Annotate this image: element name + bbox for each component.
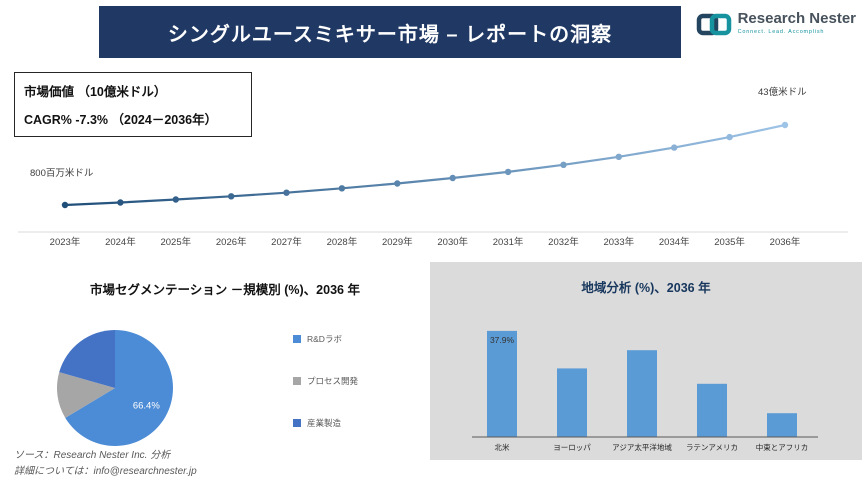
legend-swatch-process-dev [293, 377, 301, 385]
svg-text:2027年: 2027年 [271, 236, 302, 248]
svg-text:2035年: 2035年 [714, 236, 745, 248]
svg-text:2028年: 2028年 [327, 236, 358, 248]
svg-text:2030年: 2030年 [437, 236, 468, 248]
segmentation-pie-chart: 66.4% [56, 330, 173, 446]
svg-text:ヨーロッパ: ヨーロッパ [553, 443, 591, 452]
legend-item-process-dev: プロセス開発 [293, 375, 358, 387]
line-chart-start-label: 800百万米ドル [30, 168, 94, 179]
svg-text:2029年: 2029年 [382, 236, 413, 248]
svg-text:2034年: 2034年 [659, 236, 690, 248]
page-title: シングルユースミキサー市場 – レポートの洞察 [99, 6, 681, 58]
svg-text:北米: 北米 [495, 442, 510, 452]
line-chart-end-label: 43億米ドル [758, 87, 807, 98]
legend-swatch-rd-lab [293, 335, 301, 343]
svg-text:2026年: 2026年 [216, 236, 247, 248]
research-nester-logo-icon [696, 13, 731, 36]
legend-label-process-dev: プロセス開発 [307, 376, 359, 386]
market-line-chart: 2023年 2024年 2025年 2026年 2027年 2028年 2029年 2030年… [18, 121, 848, 248]
svg-text:66.4%: 66.4% [133, 401, 160, 412]
regional-analysis-title: 地域分析 (%)、2036 年 [581, 281, 711, 295]
regional-analysis-panel: 地域分析 (%)、2036 年 37.9% 北米 ヨーロッパ アジア太平洋地域 ラテンア… [430, 262, 862, 460]
market-value-box: 市場価値 （10億米ドル） CAGR% -7.3% （2024－2036年） [14, 72, 252, 137]
legend-item-rd-lab: R&Dラボ [293, 333, 358, 345]
market-value-label: 市場価値 （10億米ドル） [24, 85, 167, 99]
logo-name: Research Nester [737, 10, 856, 27]
legend-label-rd-lab: R&Dラボ [307, 334, 342, 344]
regional-bar-chart: 37.9% 北米 ヨーロッパ アジア太平洋地域 ラテンアメリカ 中東とアフリカ [472, 330, 818, 452]
svg-text:37.9%: 37.9% [490, 335, 515, 345]
legend-item-industrial-mfg: 産業製造 [293, 417, 358, 429]
source-note: ソース：Research Nester Inc. 分析 詳細については：info… [14, 448, 197, 480]
svg-text:ラテンアメリカ: ラテンアメリカ [686, 443, 738, 452]
svg-text:2032年: 2032年 [548, 236, 579, 248]
cagr-label: CAGR% -7.3% （2024－2036年） [24, 113, 218, 127]
logo-text-block: Research Nester Connect. Lead. Accomplis… [738, 10, 856, 35]
legend-label-industrial-mfg: 産業製造 [307, 418, 342, 428]
svg-text:中東とアフリカ: 中東とアフリカ [756, 442, 809, 452]
svg-text:2031年: 2031年 [493, 236, 524, 248]
research-nester-logo: Research Nester Connect. Lead. Accomplis… [696, 10, 856, 40]
legend-swatch-industrial-mfg [293, 419, 301, 427]
svg-text:2036年: 2036年 [770, 236, 801, 248]
svg-text:2024年: 2024年 [105, 236, 136, 248]
svg-text:2023年: 2023年 [50, 236, 81, 248]
logo-tagline: Connect. Lead. Accomplish [737, 29, 825, 36]
svg-text:アジア太平洋地域: アジア太平洋地域 [612, 442, 672, 452]
svg-text:2033年: 2033年 [603, 236, 634, 248]
svg-text:2025年: 2025年 [160, 236, 191, 248]
source-line: ソース：Research Nester Inc. 分析 [14, 450, 171, 461]
contact-line: 詳細については：info@researchnester.jp [14, 466, 197, 477]
pie-legend: R&Dラボ プロセス開発 産業製造 [293, 333, 358, 459]
segmentation-title: 市場セグメンテーション －規模別 (%)、2036 年 [90, 283, 360, 297]
